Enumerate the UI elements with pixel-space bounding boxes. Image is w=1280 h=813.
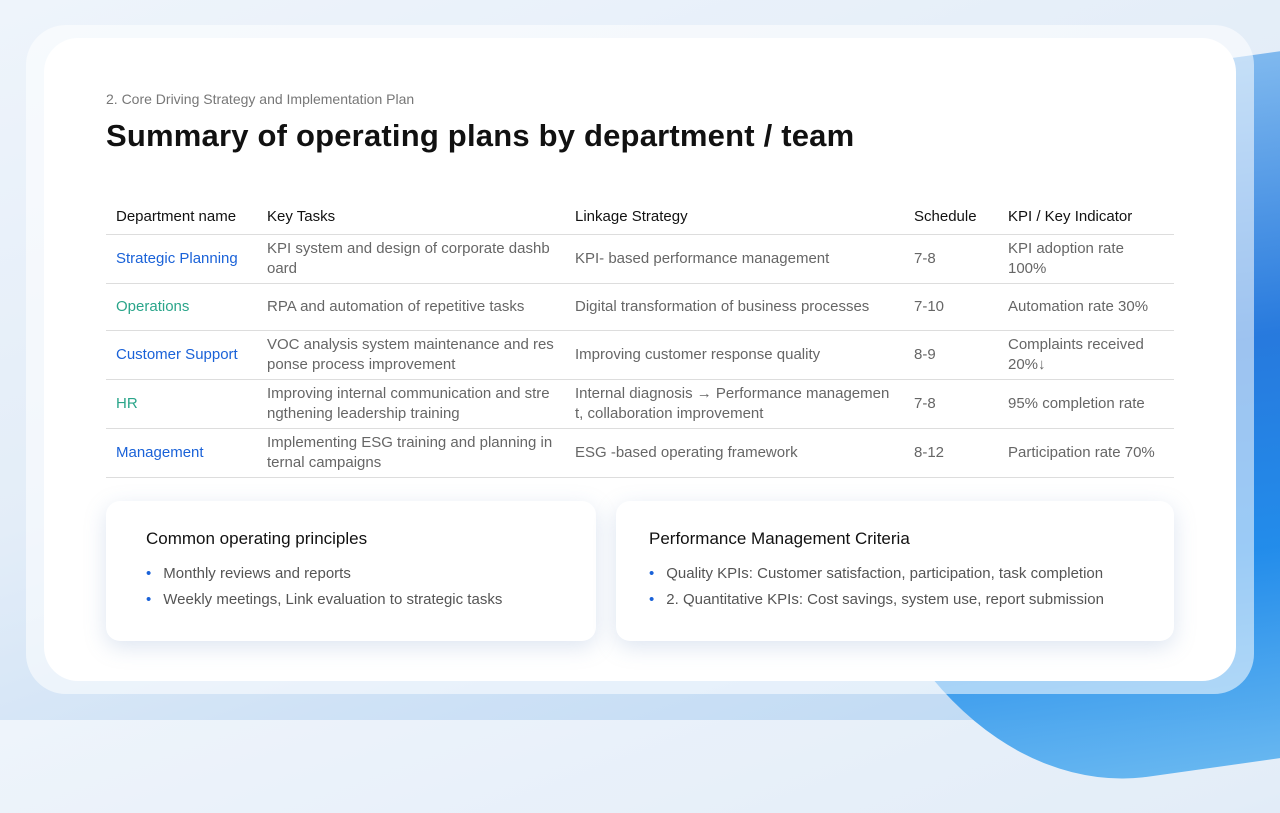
criteria-item: Quality KPIs: Customer satisfaction, par… <box>649 565 1104 582</box>
principles-card: Common operating principles Monthly revi… <box>106 501 596 641</box>
key-task-cell: Implementing ESG training and planning i… <box>257 428 565 478</box>
table-row: HR Improving internal communication and s… <box>106 379 1174 429</box>
linkage-cell: Digital transformation of business proce… <box>565 283 904 331</box>
header-key-tasks: Key Tasks <box>257 200 565 235</box>
table-row: Operations RPA and automation of repetiti… <box>106 283 1174 331</box>
department-cell: Operations <box>106 283 257 331</box>
key-task-cell: RPA and automation of repetitive tasks <box>257 283 565 331</box>
header-linkage: Linkage Strategy <box>565 200 904 235</box>
principles-title: Common operating principles <box>146 529 368 548</box>
schedule-cell: 8-9 <box>904 330 998 380</box>
slide-frame: 2. Core Driving Strategy and Implementat… <box>26 25 1254 694</box>
schedule-cell: 7-8 <box>904 379 998 429</box>
linkage-cell: Internal diagnosis → Performance managem… <box>565 379 904 429</box>
table-row: Customer Support VOC analysis system main… <box>106 330 1174 380</box>
header-department: Department name <box>106 200 257 235</box>
schedule-cell: 8-12 <box>904 428 998 478</box>
table-row: Strategic Planning KPI system and design … <box>106 234 1174 284</box>
schedule-cell: 7-8 <box>904 234 998 284</box>
criteria-item: 2. Quantitative KPIs: Cost savings, syst… <box>649 591 1104 608</box>
header-schedule: Schedule <box>904 200 998 235</box>
department-cell: Strategic Planning <box>106 234 257 284</box>
linkage-cell: KPI- based performance management <box>565 234 904 284</box>
department-cell: HR <box>106 379 257 429</box>
linkage-cell: Improving customer response quality <box>565 330 904 380</box>
schedule-cell: 7-10 <box>904 283 998 331</box>
page-title: Summary of operating plans by department… <box>106 118 855 153</box>
principle-item: Monthly reviews and reports <box>146 565 502 582</box>
kpi-cell: Participation rate 70% <box>998 428 1174 478</box>
department-cell: Customer Support <box>106 330 257 380</box>
section-subtitle: 2. Core Driving Strategy and Implementat… <box>106 91 415 107</box>
criteria-card: Performance Management Criteria Quality … <box>616 501 1174 641</box>
key-task-cell: VOC analysis system maintenance and resp… <box>257 330 565 380</box>
department-table: Department name Key Tasks Linkage Strate… <box>106 200 1174 478</box>
header-kpi: KPI / Key Indicator <box>998 200 1174 235</box>
slide-card: 2. Core Driving Strategy and Implementat… <box>44 38 1236 681</box>
kpi-cell: 95% completion rate <box>998 379 1174 429</box>
criteria-title: Performance Management Criteria <box>649 529 910 548</box>
table-row: Management Implementing ESG training and … <box>106 428 1174 478</box>
linkage-cell: ESG -based operating framework <box>565 428 904 478</box>
principle-item: Weekly meetings, Link evaluation to stra… <box>146 591 502 608</box>
department-cell: Management <box>106 428 257 478</box>
key-task-cell: KPI system and design of corporate dashb… <box>257 234 565 284</box>
key-task-cell: Improving internal communication and str… <box>257 379 565 429</box>
kpi-cell: Automation rate 30% <box>998 283 1174 331</box>
kpi-cell: Complaints received 20%↓ <box>998 330 1174 380</box>
kpi-cell: KPI adoption rate 100% <box>998 234 1174 284</box>
